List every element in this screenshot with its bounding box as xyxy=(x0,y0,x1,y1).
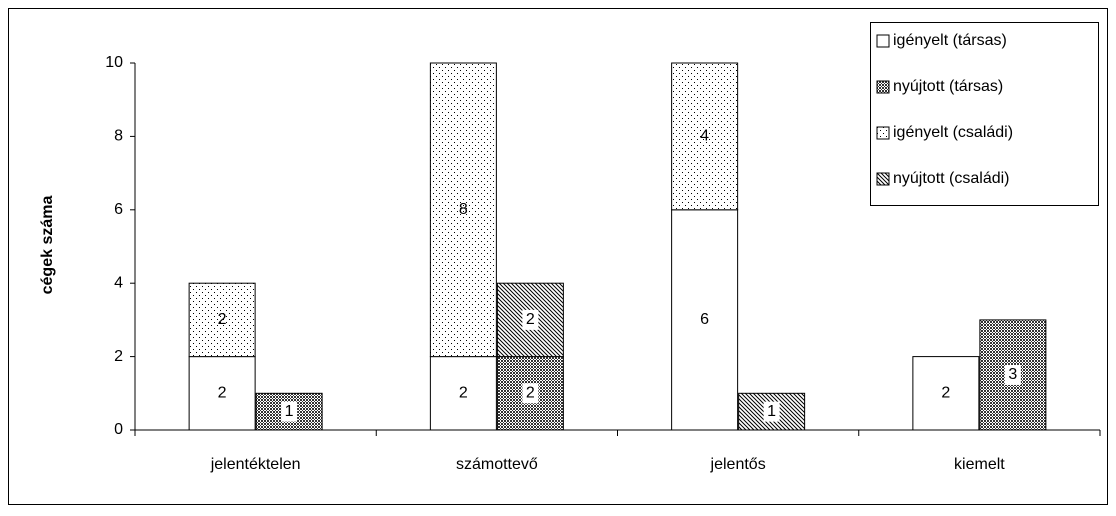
data-label: 2 xyxy=(526,311,535,328)
data-label: 2 xyxy=(941,385,950,402)
data-label: 6 xyxy=(700,311,709,328)
legend-swatch xyxy=(876,34,890,48)
legend-label: nyújtott (társas) xyxy=(893,78,1003,95)
bar xyxy=(429,356,497,431)
legend-swatch xyxy=(876,172,890,186)
data-label: 2 xyxy=(526,385,535,402)
bar xyxy=(429,62,497,358)
y-tick-label: 10 xyxy=(105,54,123,71)
label-background xyxy=(522,309,539,330)
y-tick-label: 0 xyxy=(114,421,123,438)
legend xyxy=(870,22,1099,206)
data-label: 1 xyxy=(285,403,294,420)
label-background xyxy=(763,401,780,422)
data-label: 2 xyxy=(218,385,227,402)
x-tick-label: jelentős xyxy=(710,456,766,473)
bar xyxy=(188,356,256,431)
data-label: 2 xyxy=(459,385,468,402)
bar xyxy=(671,62,739,211)
bar xyxy=(188,282,256,358)
x-tick-label: jelentéktelen xyxy=(210,456,301,473)
x-tick-label: számottevő xyxy=(456,456,538,473)
bar xyxy=(912,356,980,431)
legend-label: nyújtott (családi) xyxy=(893,170,1010,187)
y-tick-label: 2 xyxy=(114,348,123,365)
data-label: 3 xyxy=(1008,366,1017,383)
data-label: 4 xyxy=(700,128,709,145)
label-background xyxy=(1004,364,1021,385)
data-label: 1 xyxy=(767,403,776,420)
legend-label: igényelt (társas) xyxy=(893,32,1007,49)
y-tick-label: 8 xyxy=(114,128,123,145)
x-tick-label: kiemelt xyxy=(954,456,1005,473)
y-tick-label: 4 xyxy=(114,274,123,291)
data-label: 2 xyxy=(218,311,227,328)
label-background xyxy=(522,383,539,404)
data-label: 8 xyxy=(459,201,468,218)
bar xyxy=(671,209,739,431)
legend-label: igényelt (családi) xyxy=(893,124,1013,141)
legend-swatch xyxy=(876,80,890,94)
bar xyxy=(255,392,323,431)
legend-swatch xyxy=(876,126,890,140)
label-background xyxy=(281,401,298,422)
y-axis-label: cégek száma xyxy=(39,196,56,295)
y-tick-label: 6 xyxy=(114,201,123,218)
